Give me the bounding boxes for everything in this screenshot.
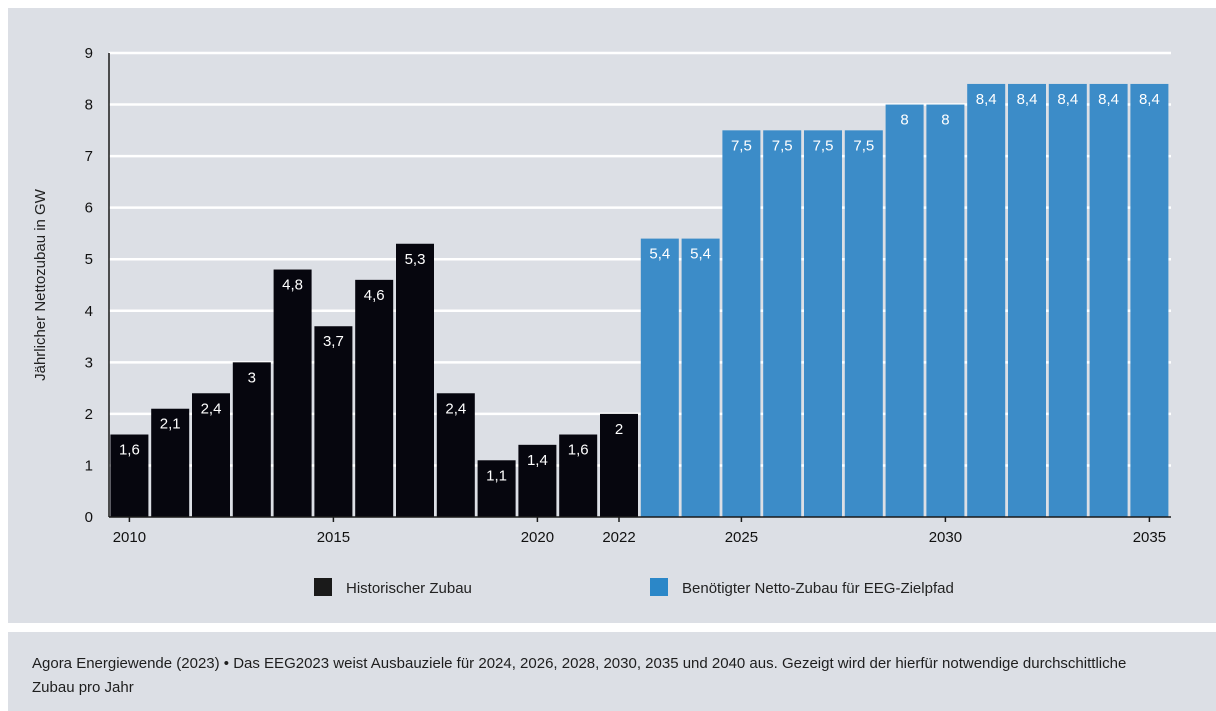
bar-chart: 0 1 2 3 4 5 6 7 8 9 Jährlicher Nettozubau in GW 1,6… (32, 45, 1171, 597)
source-panel: Agora Energiewende (2023) • Das EEG2023 … (8, 632, 1216, 711)
bar (559, 434, 598, 517)
x-tick-label: 2020 (521, 529, 554, 546)
y-tick-label: 9 (85, 45, 93, 62)
bar-value-label: 7,5 (853, 137, 874, 154)
bar-value-label: 2,4 (201, 400, 222, 417)
bar-value-label: 2,1 (160, 416, 181, 433)
y-tick-label: 1 (85, 457, 93, 474)
bar (926, 104, 965, 518)
bar (804, 130, 842, 517)
bar (640, 238, 679, 517)
x-tick-label: 2010 (113, 529, 146, 546)
bar-value-label: 8,4 (1057, 91, 1078, 108)
bar (355, 279, 394, 517)
bar-value-label: 1,1 (486, 467, 507, 484)
bar-value-label: 8 (941, 112, 949, 129)
bar-value-label: 8,4 (1098, 91, 1119, 108)
bar-value-label: 5,3 (405, 251, 426, 268)
bar (396, 243, 434, 517)
bar (273, 269, 312, 517)
bar-value-label: 7,5 (731, 137, 752, 154)
bar-value-label: 8 (900, 112, 908, 129)
bar (681, 238, 720, 517)
y-tick-label: 7 (85, 148, 93, 165)
y-tick-label: 8 (85, 97, 93, 114)
bar-value-label: 8,4 (1017, 91, 1038, 108)
bar (885, 104, 924, 518)
bar (151, 408, 190, 517)
bar (844, 130, 883, 517)
bar-value-label: 7,5 (813, 137, 834, 154)
bar (1008, 83, 1046, 517)
y-tick-label: 5 (85, 251, 93, 268)
bar-value-label: 4,8 (282, 277, 303, 294)
bar (1130, 83, 1169, 517)
bar (518, 444, 557, 517)
x-tick-label: 2035 (1133, 529, 1166, 546)
legend-label: Benötigter Netto-Zubau für EEG-Zielpfad (682, 580, 954, 597)
chart-panel: 0 1 2 3 4 5 6 7 8 9 Jährlicher Nettozubau in GW 1,6… (8, 8, 1216, 623)
x-tick-label: 2025 (725, 529, 758, 546)
y-tick-label: 6 (85, 200, 93, 217)
bar-value-label: 1,6 (568, 442, 589, 459)
x-tick-label: 2022 (602, 529, 635, 546)
bar (722, 130, 761, 517)
bar-value-label: 3,7 (323, 333, 344, 350)
bar (314, 326, 353, 517)
bar-value-label: 3 (248, 369, 256, 386)
x-tick-label: 2030 (929, 529, 962, 546)
bar (1048, 83, 1087, 517)
source-note: Agora Energiewende (2023) • Das EEG2023 … (32, 655, 1127, 696)
bar-value-label: 7,5 (772, 137, 793, 154)
bar-value-label: 1,6 (119, 442, 140, 459)
bar (192, 393, 230, 517)
bar-value-label: 5,4 (649, 246, 670, 263)
bar (763, 130, 802, 517)
y-axis-title: Jährlicher Nettozubau in GW (32, 188, 49, 381)
bar-value-label: 8,4 (1139, 91, 1160, 108)
bar-value-label: 8,4 (976, 91, 997, 108)
bar (110, 434, 149, 517)
x-tick-label: 2015 (317, 529, 350, 546)
bar (477, 460, 516, 517)
y-tick-label: 2 (85, 406, 93, 423)
legend-label: Historischer Zubau (346, 580, 472, 597)
bar (436, 393, 475, 517)
y-tick-label: 0 (85, 509, 93, 526)
bar-value-label: 2 (615, 421, 623, 438)
bar (232, 362, 271, 517)
y-tick-label: 3 (85, 354, 93, 371)
bar-value-label: 2,4 (445, 400, 466, 417)
y-tick-label: 4 (85, 303, 93, 320)
bar-value-label: 1,4 (527, 452, 548, 469)
bar (1089, 83, 1128, 517)
legend-marker (650, 578, 668, 596)
bar-value-label: 4,6 (364, 287, 385, 304)
bar-value-label: 5,4 (690, 246, 711, 263)
legend-marker (314, 578, 332, 596)
bar (967, 83, 1006, 517)
bar (600, 413, 638, 517)
